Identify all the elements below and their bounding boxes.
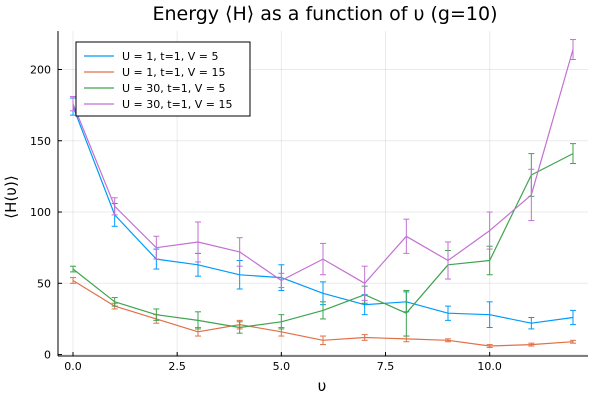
legend-label: U = 30, t=1, V = 5 — [122, 82, 226, 95]
x-tick-label: 10.0 — [477, 360, 502, 373]
y-tick-label: 200 — [30, 63, 51, 76]
series-line — [72, 153, 574, 329]
series-line — [72, 49, 574, 284]
legend-item-4: U = 30, t=1, V = 15 — [84, 98, 233, 111]
x-tick-label: 5.0 — [273, 360, 291, 373]
y-axis-title: ⟨H(υ)⟩ — [2, 175, 20, 218]
x-tick-label: 7.5 — [377, 360, 395, 373]
y-tick-label: 50 — [37, 277, 51, 290]
legend-item-3: U = 30, t=1, V = 5 — [84, 82, 226, 95]
x-axis-title: υ — [318, 377, 327, 395]
legend-item-1: U = 1, t=1, V = 5 — [84, 50, 219, 63]
legend-label: U = 30, t=1, V = 15 — [122, 98, 233, 111]
plot-frame — [57, 31, 588, 357]
y-tick-label: 100 — [30, 206, 51, 219]
series-layer — [70, 39, 576, 348]
legend-label: U = 1, t=1, V = 15 — [122, 66, 226, 79]
series-1 — [70, 97, 576, 330]
legend-items: U = 1, t=1, V = 5 U = 1, t=1, V = 15 U = 3… — [84, 50, 233, 111]
chart-title: Energy ⟨H⟩ as a function of υ (g=10) — [153, 3, 498, 25]
x-tick-label: 2.5 — [168, 360, 186, 373]
series-4 — [70, 39, 576, 301]
legend: U = 1, t=1, V = 5 U = 1, t=1, V = 15 U = 3… — [75, 41, 251, 117]
tick-layer: 0.0 2.5 5.0 7.5 10.0 0 50 100 150 200 — [30, 63, 502, 373]
y-tick-label: 150 — [30, 135, 51, 148]
y-tick-label: 0 — [44, 349, 51, 362]
series-3 — [70, 143, 576, 337]
legend-item-2: U = 1, t=1, V = 15 — [84, 66, 226, 79]
legend-label: U = 1, t=1, V = 5 — [122, 50, 219, 63]
x-tick-label: 0.0 — [64, 360, 82, 373]
